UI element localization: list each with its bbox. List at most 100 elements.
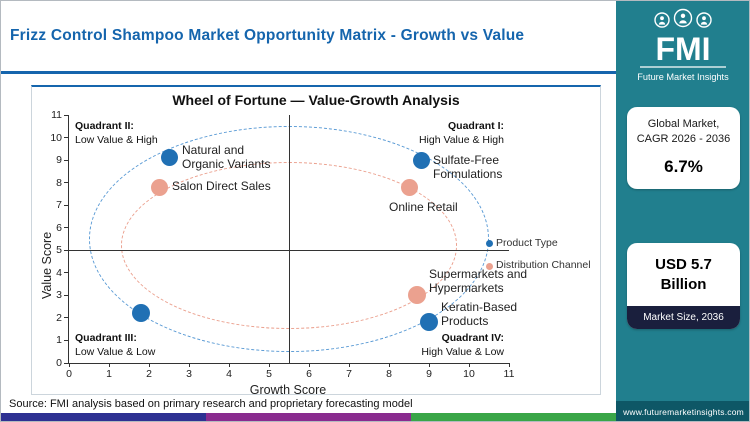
x-tick-mark: [348, 363, 350, 367]
label-salon-direct-sales: Salon Direct Sales: [172, 179, 271, 194]
fmi-logo-subtitle: Future Market Insights: [637, 72, 729, 82]
point-keratin-based-products: [420, 313, 438, 332]
y-tick-mark: [64, 362, 68, 364]
point-online-retail: [400, 178, 418, 196]
x-tick-mark: [508, 363, 510, 367]
x-tick-label: 10: [463, 368, 475, 380]
header: Frizz Control Shampoo Market Opportunity…: [1, 1, 616, 71]
source-note: Source: FMI analysis based on primary re…: [9, 398, 413, 410]
person-icon: [702, 16, 706, 21]
market-size-caption: Market Size, 2036: [627, 306, 740, 329]
point-sulfate-free-formulations: [412, 151, 430, 169]
chart: Wheel of Fortune — Value-Growth Analysis…: [31, 85, 601, 397]
x-tick-label: 11: [503, 368, 515, 380]
cagr-value: 6.7%: [664, 156, 703, 176]
label-supermarkets-and-hypermarkets: Supermarkets and Hypermarkets: [429, 267, 528, 296]
quadrant-iii-desc: Low Value & Low: [75, 345, 156, 358]
chart-title: Wheel of Fortune — Value-Growth Analysis: [172, 92, 460, 108]
y-tick-label: 2: [56, 311, 62, 324]
footer-color-strip: [1, 413, 616, 421]
point-unlabeled-low-growth-point: [132, 304, 150, 323]
point-legend-product-type: [485, 240, 493, 247]
x-tick-label: 1: [106, 368, 112, 380]
market-size-card: USD 5.7 Billion Market Size, 2036: [627, 243, 740, 329]
quadrant-iii-label: Quadrant III: Low Value & Low: [75, 331, 155, 359]
quadrant-divider-vertical: [289, 115, 290, 363]
y-tick-label: 3: [56, 289, 62, 302]
y-tick-mark: [64, 114, 68, 116]
y-tick-label: 4: [56, 266, 62, 279]
market-size-value: USD 5.7 Billion: [655, 256, 712, 293]
x-tick-mark: [308, 363, 310, 367]
strip-segment-1: [206, 413, 411, 421]
y-tick-mark: [64, 204, 68, 206]
x-tick-mark: [268, 363, 270, 367]
y-tick-mark: [64, 137, 68, 139]
y-tick-label: 5: [56, 244, 62, 257]
x-tick-mark: [148, 363, 150, 367]
quadrant-ii-desc: Low Value & High: [75, 134, 158, 147]
point-salon-direct-sales: [150, 178, 168, 196]
label-legend-product-type: Product Type: [496, 236, 558, 249]
quadrant-iv-desc: High Value & Low: [421, 345, 504, 358]
cagr-card: Global Market, CAGR 2026 - 2036 6.7%: [627, 107, 740, 189]
y-tick-mark: [64, 182, 68, 184]
person-icon: [680, 13, 686, 18]
quadrant-divider-horizontal: [69, 250, 509, 252]
label-keratin-based-products: Keratin-Based Products: [441, 300, 518, 329]
x-tick-mark: [468, 363, 470, 367]
point-natural-and-organic-variants: [160, 149, 178, 167]
fmi-logo-text: FMI: [655, 31, 710, 67]
y-tick-mark: [64, 159, 68, 161]
quadrant-iv-label: Quadrant IV: High Value & Low: [421, 331, 504, 359]
y-tick-mark: [64, 294, 68, 296]
y-tick-label: 8: [56, 176, 62, 189]
cagr-card-line2: CAGR 2026 - 2036: [636, 133, 731, 146]
fmi-logo: FMI Future Market Insights: [637, 8, 729, 82]
website-band: www.futuremarketinsights.com: [616, 401, 749, 421]
quadrant-ii-label: Quadrant II: Low Value & High: [75, 119, 158, 147]
quadrant-i-desc: High Value & High: [418, 134, 504, 147]
y-tick-label: 6: [56, 221, 62, 234]
x-tick-label: 7: [346, 368, 352, 380]
y-tick-mark: [64, 249, 68, 251]
y-tick-label: 1: [56, 334, 62, 347]
x-tick-mark: [428, 363, 430, 367]
y-tick-mark: [64, 317, 68, 319]
x-tick-label: 9: [426, 368, 432, 380]
y-tick-label: 0: [56, 357, 62, 369]
right-panel: FMI Future Market Insights Global Market…: [616, 1, 749, 421]
point-supermarkets-and-hypermarkets: [408, 286, 426, 305]
x-tick-label: 5: [266, 368, 272, 380]
label-sulfate-free-formulations: Sulfate-Free Formulations: [433, 153, 503, 182]
strip-segment-0: [1, 413, 206, 421]
x-tick-mark: [68, 363, 70, 367]
label-online-retail: Online Retail: [389, 200, 458, 215]
quadrant-i-label: Quadrant I: High Value & High: [419, 119, 504, 147]
strip-segment-2: [411, 413, 616, 421]
y-tick-mark: [64, 339, 68, 341]
y-tick-label: 11: [51, 109, 62, 121]
y-tick-label: 7: [56, 199, 62, 212]
quadrant-iii-name: Quadrant III:: [75, 331, 137, 344]
y-tick-label: 10: [50, 131, 62, 144]
people-icons: [654, 8, 712, 28]
y-tick-mark: [64, 272, 68, 274]
quadrant-iv-name: Quadrant IV:: [441, 331, 504, 344]
x-axis-label: Growth Score: [249, 383, 327, 397]
label-natural-and-organic-variants: Natural and Organic Variants: [182, 142, 271, 171]
x-tick-label: 3: [186, 368, 192, 380]
quadrant-ii-name: Quadrant II:: [75, 120, 134, 132]
x-tick-label: 2: [146, 368, 152, 380]
y-tick-label: 9: [56, 154, 62, 167]
quadrant-i-name: Quadrant I:: [447, 120, 504, 132]
x-tick-label: 6: [306, 368, 312, 380]
person-icon: [660, 16, 664, 21]
x-tick-mark: [228, 363, 230, 367]
header-divider: [1, 71, 616, 74]
x-tick-label: 0: [66, 368, 72, 380]
y-tick-mark: [64, 227, 68, 229]
x-tick-mark: [188, 363, 190, 367]
page-title: Frizz Control Shampoo Market Opportunity…: [10, 27, 525, 44]
